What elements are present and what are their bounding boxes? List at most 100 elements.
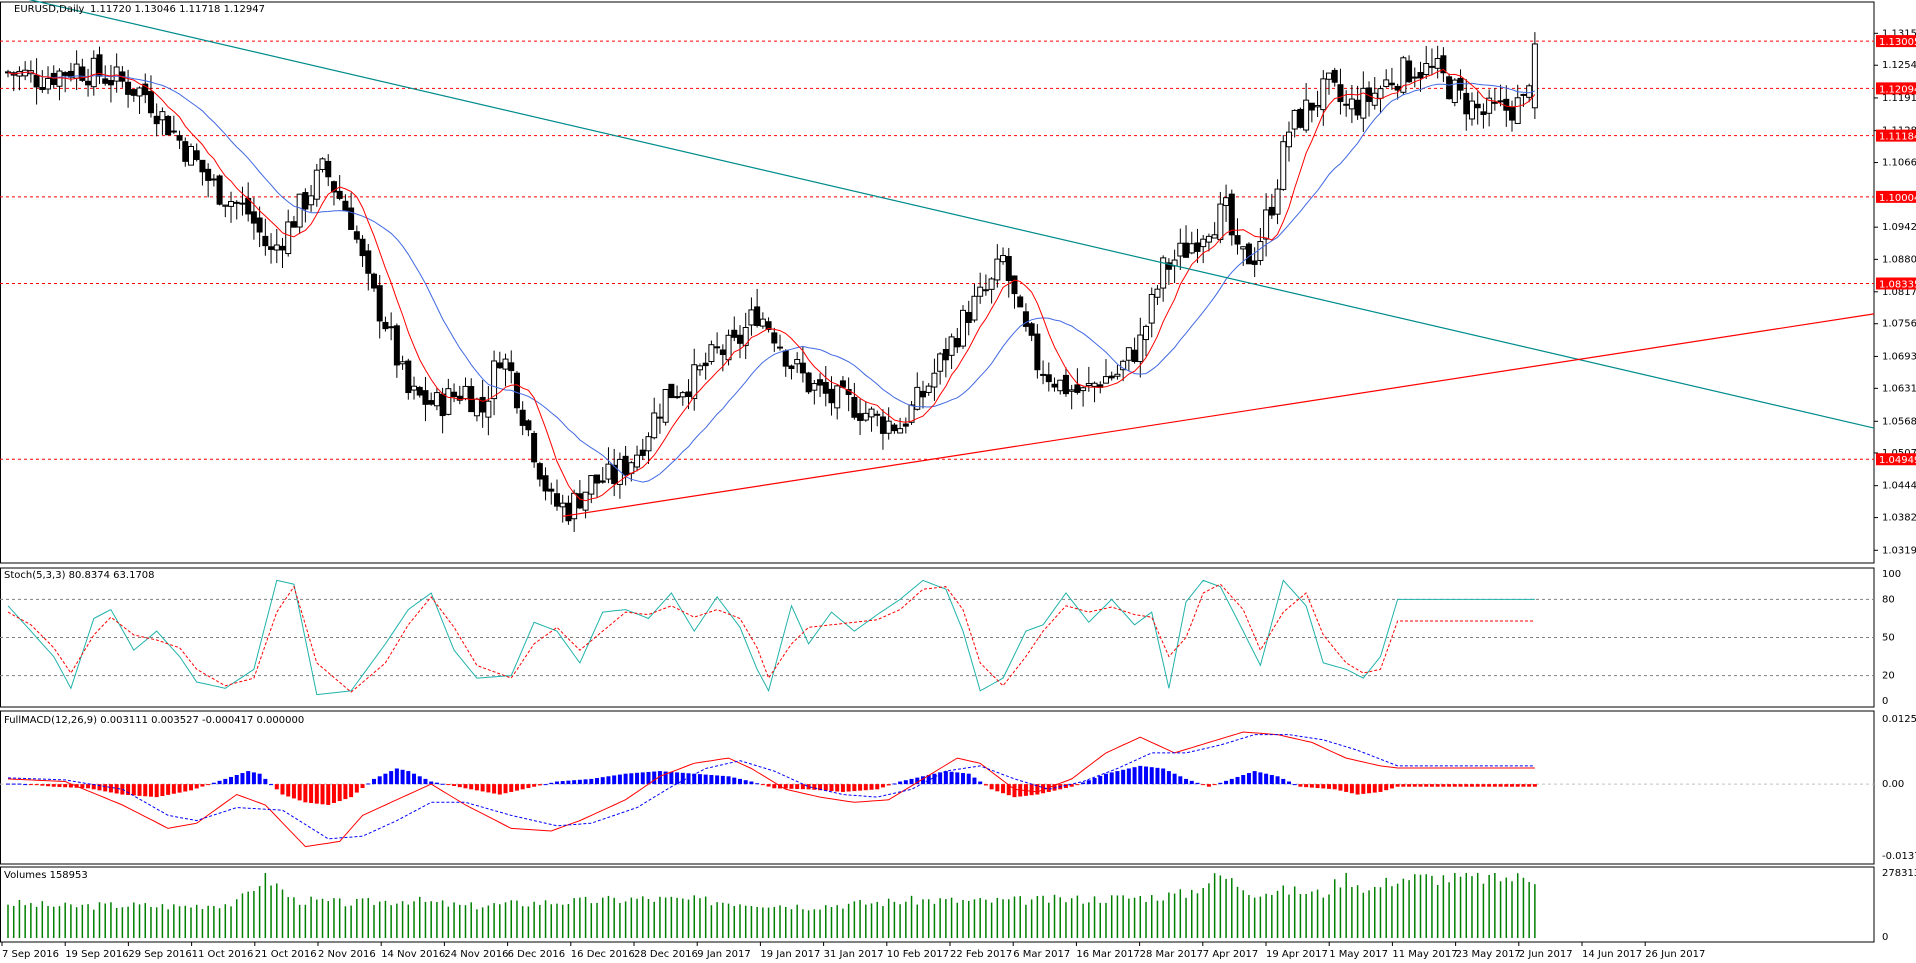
bull-candle[interactable]: [868, 408, 875, 418]
bear-candle[interactable]: [805, 372, 812, 393]
bull-candle[interactable]: [1091, 382, 1098, 387]
bear-candle[interactable]: [542, 475, 549, 492]
bear-candle[interactable]: [85, 80, 92, 86]
bull-candle[interactable]: [1200, 238, 1207, 248]
bear-candle[interactable]: [1165, 262, 1172, 270]
bear-candle[interactable]: [1440, 55, 1447, 74]
bear-candle[interactable]: [714, 346, 721, 349]
bear-candle[interactable]: [513, 372, 520, 409]
bull-candle[interactable]: [937, 353, 944, 372]
bear-candle[interactable]: [548, 488, 555, 492]
bear-candle[interactable]: [193, 150, 200, 160]
bull-candle[interactable]: [308, 195, 315, 206]
bear-candle[interactable]: [1503, 98, 1510, 111]
bear-candle[interactable]: [479, 396, 486, 413]
bull-candle[interactable]: [491, 360, 498, 400]
bull-candle[interactable]: [1217, 203, 1224, 240]
bull-candle[interactable]: [1291, 109, 1298, 130]
bear-candle[interactable]: [1457, 77, 1464, 91]
bear-candle[interactable]: [782, 350, 789, 367]
bull-candle[interactable]: [222, 204, 229, 207]
bull-candle[interactable]: [1137, 334, 1144, 363]
bear-candle[interactable]: [359, 238, 366, 257]
bear-candle[interactable]: [330, 181, 337, 193]
bull-candle[interactable]: [1211, 234, 1218, 239]
bull-candle[interactable]: [1285, 131, 1292, 148]
bull-candle[interactable]: [1360, 87, 1367, 119]
bear-candle[interactable]: [365, 250, 372, 274]
bull-candle[interactable]: [1188, 243, 1195, 254]
bear-candle[interactable]: [1034, 333, 1041, 371]
bear-candle[interactable]: [771, 332, 778, 344]
bear-candle[interactable]: [393, 325, 400, 366]
bull-candle[interactable]: [1080, 387, 1087, 392]
bear-candle[interactable]: [342, 200, 349, 211]
bear-candle[interactable]: [599, 480, 606, 483]
bull-candle[interactable]: [445, 388, 452, 415]
bear-candle[interactable]: [153, 115, 160, 125]
bear-candle[interactable]: [1428, 65, 1435, 68]
bull-candle[interactable]: [1223, 197, 1230, 206]
bull-candle[interactable]: [914, 386, 921, 410]
bear-candle[interactable]: [1343, 103, 1350, 106]
bear-candle[interactable]: [531, 432, 538, 463]
bear-candle[interactable]: [1446, 76, 1453, 100]
bull-candle[interactable]: [691, 364, 698, 400]
bull-candle[interactable]: [56, 70, 63, 87]
bear-candle[interactable]: [79, 66, 86, 81]
bear-candle[interactable]: [1108, 375, 1115, 379]
bull-candle[interactable]: [473, 398, 480, 417]
bear-candle[interactable]: [147, 91, 154, 114]
bull-candle[interactable]: [645, 436, 652, 452]
bull-candle[interactable]: [897, 428, 904, 434]
bull-candle[interactable]: [462, 385, 469, 400]
bear-candle[interactable]: [1028, 323, 1035, 336]
bull-candle[interactable]: [662, 389, 669, 423]
bull-candle[interactable]: [559, 502, 566, 508]
bull-candle[interactable]: [45, 77, 52, 90]
bear-candle[interactable]: [1480, 111, 1487, 116]
bear-candle[interactable]: [439, 393, 446, 417]
bear-candle[interactable]: [1509, 106, 1516, 121]
bear-candle[interactable]: [1040, 373, 1047, 376]
bull-candle[interactable]: [656, 416, 663, 419]
bear-candle[interactable]: [1183, 242, 1190, 258]
bear-candle[interactable]: [765, 321, 772, 330]
bull-candle[interactable]: [1531, 43, 1538, 109]
bear-candle[interactable]: [376, 285, 383, 322]
bull-candle[interactable]: [296, 193, 303, 228]
bear-candle[interactable]: [565, 502, 572, 522]
bear-candle[interactable]: [1394, 85, 1401, 91]
bear-candle[interactable]: [451, 391, 458, 398]
bear-candle[interactable]: [1074, 384, 1081, 393]
bear-candle[interactable]: [233, 201, 240, 204]
bear-candle[interactable]: [382, 321, 389, 330]
bull-candle[interactable]: [1451, 79, 1458, 104]
bear-candle[interactable]: [130, 89, 137, 96]
bear-candle[interactable]: [817, 379, 824, 386]
bear-candle[interactable]: [39, 86, 46, 91]
bear-candle[interactable]: [256, 217, 263, 233]
bear-candle[interactable]: [553, 493, 560, 507]
bull-candle[interactable]: [113, 66, 120, 82]
bear-candle[interactable]: [1011, 275, 1018, 295]
bull-candle[interactable]: [285, 221, 292, 255]
bear-candle[interactable]: [370, 273, 377, 289]
bear-candle[interactable]: [851, 396, 858, 418]
bear-candle[interactable]: [536, 463, 543, 480]
bull-candle[interactable]: [1320, 78, 1327, 111]
bull-candle[interactable]: [187, 145, 194, 166]
bear-candle[interactable]: [1251, 260, 1258, 265]
bear-candle[interactable]: [954, 338, 961, 348]
bear-candle[interactable]: [325, 160, 332, 178]
bear-candle[interactable]: [165, 115, 172, 136]
bear-candle[interactable]: [279, 245, 286, 251]
bull-candle[interactable]: [759, 318, 766, 327]
bear-candle[interactable]: [754, 306, 761, 326]
bull-candle[interactable]: [1114, 373, 1121, 377]
bear-candle[interactable]: [348, 207, 355, 230]
bull-candle[interactable]: [1274, 188, 1281, 215]
bull-candle[interactable]: [834, 385, 841, 409]
bull-candle[interactable]: [502, 358, 509, 370]
bear-candle[interactable]: [1331, 69, 1338, 83]
